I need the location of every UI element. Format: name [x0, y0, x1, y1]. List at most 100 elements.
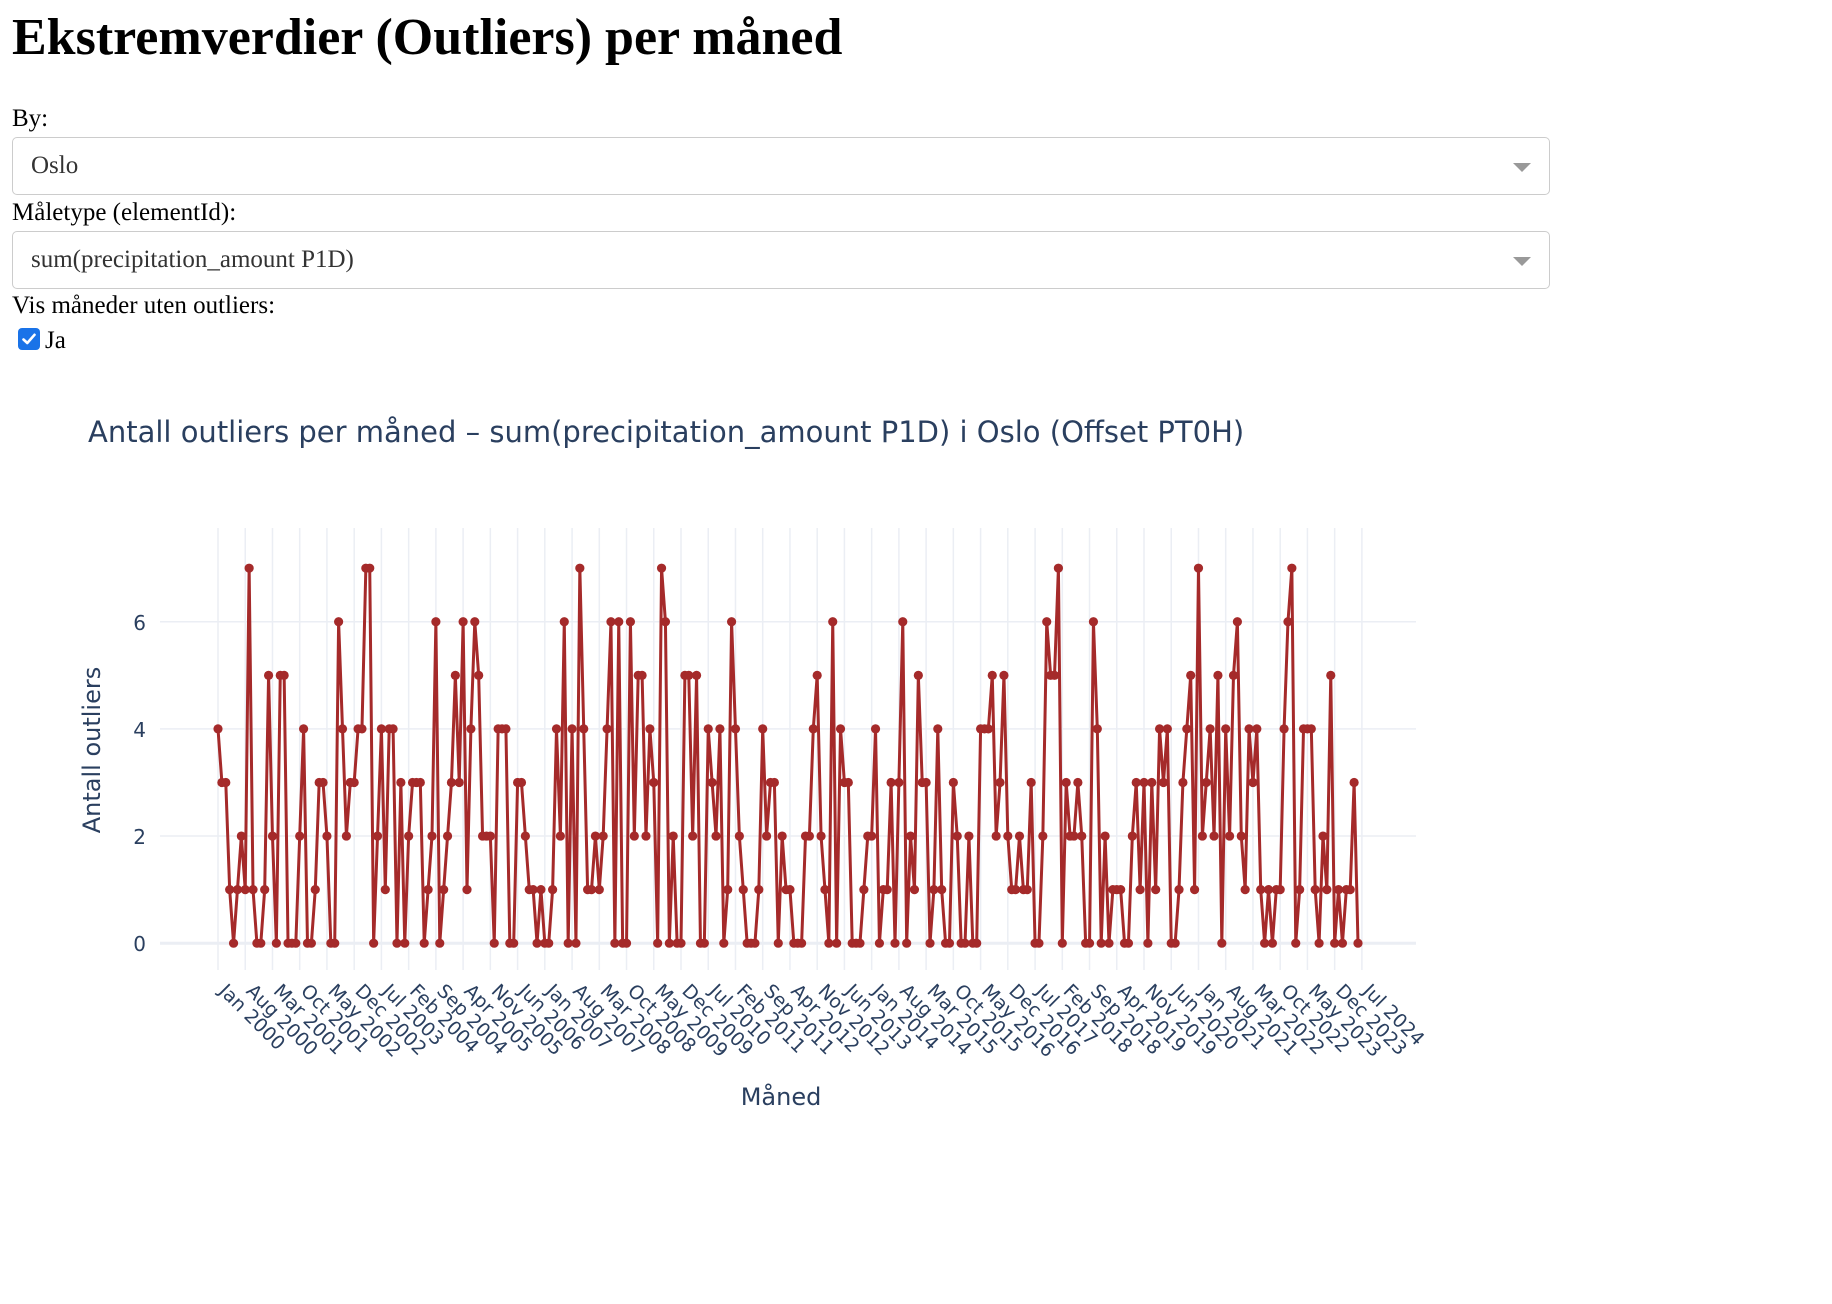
data-point [991, 831, 1001, 841]
data-point [1131, 777, 1141, 788]
data-point [1003, 831, 1013, 841]
data-point [614, 617, 624, 627]
data-point [532, 938, 542, 948]
data-point [1201, 777, 1211, 788]
data-point [688, 831, 698, 841]
data-point [808, 724, 818, 734]
data-point [213, 724, 223, 734]
data-point [442, 831, 453, 841]
data-point [598, 831, 608, 841]
y-axis: 0 2 4 6 [133, 611, 146, 956]
data-point [715, 724, 725, 734]
data-point [349, 777, 359, 788]
data-point [1127, 831, 1137, 841]
data-point [960, 938, 970, 948]
data-point [1092, 724, 1102, 734]
show-empty-checkbox[interactable] [18, 328, 40, 350]
data-point [372, 831, 383, 841]
data-point [271, 938, 281, 948]
data-point [590, 831, 601, 841]
data-point [1026, 777, 1036, 788]
data-point [1333, 885, 1344, 895]
data-point [427, 831, 437, 841]
data-point [1326, 670, 1336, 680]
data-point [1260, 938, 1270, 948]
data-point [509, 938, 519, 948]
data-point [1287, 563, 1297, 573]
data-point [536, 885, 546, 895]
data-point [843, 777, 853, 788]
checkmark-icon [22, 333, 36, 345]
data-point [660, 617, 671, 627]
data-point [1139, 777, 1149, 788]
data-point [656, 563, 667, 573]
page-title: Ekstremverdier (Outliers) per måned [12, 9, 843, 66]
data-point [450, 670, 460, 680]
data-point [684, 670, 694, 680]
y-tick-label: 6 [133, 611, 146, 635]
data-point [1042, 617, 1052, 627]
data-point [649, 777, 659, 788]
data-point [952, 831, 962, 841]
data-point [485, 831, 495, 841]
data-point [653, 938, 663, 948]
data-point [454, 777, 464, 788]
data-point [676, 938, 686, 948]
data-point [458, 617, 468, 627]
data-point [396, 777, 406, 788]
data-point [1256, 885, 1266, 895]
data-point [1337, 938, 1348, 948]
data-point [559, 617, 569, 627]
data-point [1182, 724, 1192, 734]
data-point [1147, 777, 1157, 788]
data-point [602, 724, 612, 734]
data-point [267, 831, 278, 841]
data-point [579, 724, 589, 734]
data-point [446, 777, 457, 788]
data-point [629, 831, 639, 841]
data-point [1104, 938, 1114, 948]
data-point [1221, 724, 1231, 734]
element-select-value: sum(precipitation_amount P1D) [31, 246, 354, 273]
data-point [886, 777, 896, 788]
data-point [972, 938, 982, 948]
data-point [1244, 724, 1254, 734]
data-point [1088, 617, 1099, 627]
data-point [341, 831, 351, 841]
data-point [1174, 885, 1184, 895]
data-point [1353, 938, 1363, 948]
data-point [1318, 831, 1328, 841]
data-point [1069, 831, 1079, 841]
data-point [754, 885, 764, 895]
data-point [905, 831, 916, 841]
data-point [594, 885, 604, 895]
data-point [330, 938, 340, 948]
data-point [1322, 885, 1332, 895]
data-point [804, 831, 814, 841]
element-select[interactable]: sum(precipitation_amount P1D) [12, 231, 1550, 289]
y-axis-title: Antall outliers [78, 667, 106, 834]
data-point [431, 617, 441, 627]
data-point [1186, 670, 1196, 680]
data-point [867, 831, 877, 841]
data-point [1022, 885, 1032, 895]
data-point [1143, 938, 1153, 948]
data-point [711, 831, 721, 841]
y-tick-label: 4 [133, 718, 146, 742]
data-point [1073, 777, 1083, 788]
data-point [1232, 617, 1242, 627]
city-label: By: [12, 105, 49, 132]
data-point [1217, 938, 1227, 948]
data-point [1123, 938, 1134, 948]
city-select[interactable]: Oslo [12, 137, 1550, 195]
data-point [610, 938, 620, 948]
data-point [244, 563, 254, 573]
data-point [1038, 831, 1048, 841]
data-point [392, 938, 402, 948]
data-point [548, 885, 558, 895]
data-point [322, 831, 332, 841]
data-point [489, 938, 499, 948]
data-point [1178, 777, 1188, 788]
data-point [291, 938, 301, 948]
data-point [777, 831, 787, 841]
